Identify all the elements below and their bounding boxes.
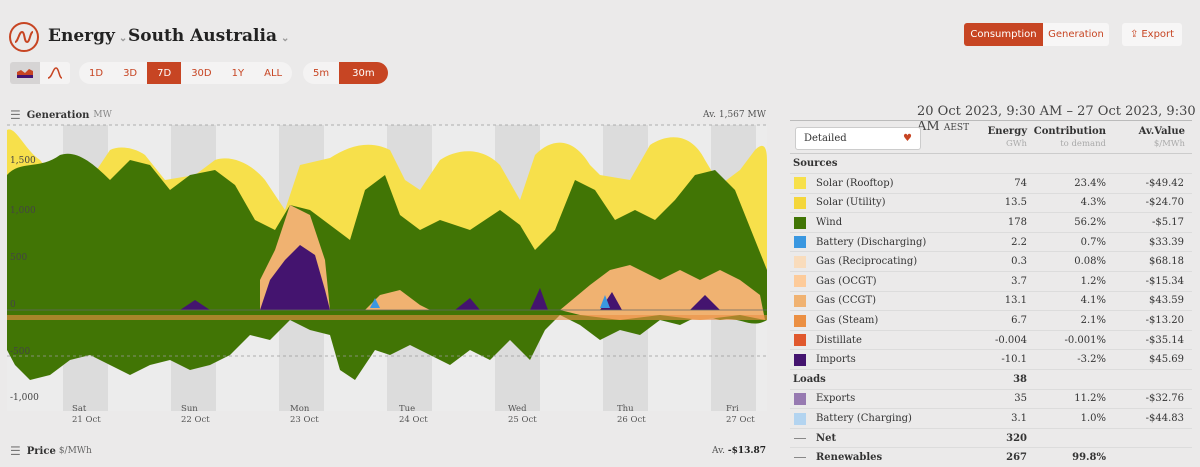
legend-swatch <box>794 255 806 268</box>
sources-label: Sources <box>790 154 1192 175</box>
chevron-down-icon: ⌄ <box>118 33 128 44</box>
table-row[interactable]: Gas (Reciprocating) 0.3 0.08% $68.18 <box>790 251 1192 273</box>
generation-chart[interactable] <box>0 120 770 420</box>
table-divider <box>790 153 1192 154</box>
col-contribution-header: Contribution to demand <box>1033 126 1106 149</box>
table-row[interactable]: Exports 35 11.2% -$32.76 <box>790 389 1192 410</box>
renewables-row: Renewables 267 99.8% <box>790 447 1192 467</box>
table-row[interactable]: Imports -10.1 -3.2% $45.69 <box>790 349 1192 371</box>
date-range: 20 Oct 2023, 9:30 AM – 27 Oct 2023, 9:30… <box>917 104 1196 134</box>
region-selector[interactable]: South Australia ⌄ <box>128 26 289 46</box>
legend-swatch <box>794 236 806 249</box>
y-tick-1000: 1,000 <box>10 206 36 216</box>
hamburger-icon[interactable]: ☰ <box>10 444 21 458</box>
legend-swatch <box>794 216 806 229</box>
price-title: Price <box>26 445 56 457</box>
renewables-line-icon <box>794 457 806 459</box>
area-chart-icon <box>17 69 33 78</box>
net-line-icon <box>794 437 806 439</box>
legend-swatch <box>794 412 806 425</box>
line-chart-toggle[interactable] <box>40 62 70 84</box>
legend-swatch <box>794 353 806 366</box>
range-3d[interactable]: 3D <box>123 67 138 79</box>
sources-header-row: Sources <box>790 154 1192 175</box>
x-tick-tue: Tue 24 Oct <box>399 404 428 425</box>
export-label: Export <box>1141 29 1175 40</box>
app-logo[interactable] <box>9 22 39 52</box>
legend-swatch <box>794 177 806 190</box>
energy-selector[interactable]: Energy ⌄ <box>48 26 127 46</box>
generation-unit: MW <box>93 110 112 120</box>
export-button[interactable]: ⇪ Export <box>1122 23 1182 46</box>
range-1y[interactable]: 1Y <box>231 67 245 79</box>
heart-chevron-icon: ♥ <box>903 133 912 144</box>
region-label: South Australia <box>128 26 277 46</box>
interval-selector[interactable]: 5m 30m <box>303 62 388 84</box>
legend-swatch <box>794 275 806 288</box>
y-tick-minus500: -500 <box>10 347 31 357</box>
net-label: Net <box>816 428 986 449</box>
consumption-button[interactable]: Consumption <box>964 23 1043 46</box>
table-row[interactable]: Solar (Utility) 13.5 4.3% -$24.70 <box>790 193 1192 214</box>
table-row[interactable]: Solar (Rooftop) 74 23.4% -$49.42 <box>790 173 1192 194</box>
legend-swatch <box>794 294 806 307</box>
table-row[interactable]: Battery (Charging) 3.1 1.0% -$44.83 <box>790 408 1192 429</box>
x-tick-fri: Fri 27 Oct <box>726 404 755 425</box>
x-tick-mon: Mon 23 Oct <box>290 404 319 425</box>
range-7d[interactable]: 7D <box>147 62 182 84</box>
table-row[interactable]: Distillate -0.004 -0.001% -$35.14 <box>790 330 1192 351</box>
interval-5m[interactable]: 5m <box>313 67 330 79</box>
loads-energy: 38 <box>986 369 1027 390</box>
hamburger-icon[interactable]: ☰ <box>10 108 21 122</box>
table-row[interactable]: Gas (OCGT) 3.7 1.2% -$15.34 <box>790 271 1192 292</box>
price-average: Av. -$13.87 <box>712 446 767 456</box>
loads-header-row: Loads 38 <box>790 369 1192 390</box>
share-icon: ⇪ <box>1129 29 1139 40</box>
line-chart-icon <box>47 67 63 79</box>
summary-table: Sources Solar (Rooftop) 74 23.4% -$49.42 So… <box>790 154 1192 467</box>
energy-label: Energy <box>48 26 115 46</box>
legend-swatch <box>794 392 806 405</box>
renewables-energy: 267 <box>986 447 1027 467</box>
y-tick-500: 500 <box>10 253 28 263</box>
view-select-label: Detailed <box>804 133 847 144</box>
table-row[interactable]: Battery (Discharging) 2.2 0.7% $33.39 <box>790 232 1192 253</box>
y-tick-minus1000: -1,000 <box>10 393 39 403</box>
range-selector[interactable]: 1D 3D 7D 30D 1Y ALL <box>79 62 293 84</box>
x-tick-thu: Thu 26 Oct <box>617 404 646 425</box>
net-row: Net 320 <box>790 428 1192 449</box>
x-tick-sun: Sun 22 Oct <box>181 404 210 425</box>
generation-average: Av. 1,567 MW <box>703 110 766 120</box>
loads-label: Loads <box>790 369 986 390</box>
logo-wave-icon <box>14 30 34 44</box>
col-value-header: Av.Value $/MWh <box>1138 126 1185 149</box>
renewables-label: Renewables <box>816 447 986 467</box>
table-row[interactable]: Gas (CCGT) 13.1 4.1% $43.59 <box>790 291 1192 312</box>
legend-swatch <box>794 196 806 209</box>
summary-divider <box>790 120 1192 121</box>
generation-button[interactable]: Generation <box>1043 23 1109 46</box>
range-1d[interactable]: 1D <box>89 67 104 79</box>
interval-30m[interactable]: 30m <box>339 62 388 84</box>
x-tick-wed: Wed 25 Oct <box>508 404 537 425</box>
net-energy: 320 <box>986 428 1027 449</box>
legend-swatch <box>794 334 806 347</box>
legend-swatch <box>794 314 806 327</box>
y-tick-0: 0 <box>10 300 16 310</box>
range-all[interactable]: ALL <box>264 67 283 79</box>
generation-title: Generation <box>26 109 90 121</box>
table-row[interactable]: Gas (Steam) 6.7 2.1% -$13.20 <box>790 310 1192 331</box>
renewables-contribution: 99.8% <box>1027 447 1106 467</box>
chevron-down-icon: ⌄ <box>280 33 290 44</box>
generation-header: ☰ Generation MW <box>10 108 112 122</box>
view-select[interactable]: Detailed ♥ <box>795 127 921 150</box>
col-energy-header: Energy GWh <box>987 126 1027 149</box>
x-tick-sat: Sat 21 Oct <box>72 404 101 425</box>
y-tick-1500: 1,500 <box>10 156 36 166</box>
price-header: ☰ Price $/MWh <box>10 444 92 458</box>
price-unit: $/MWh <box>58 446 92 456</box>
table-row[interactable]: Wind 178 56.2% -$5.17 <box>790 212 1192 233</box>
range-30d[interactable]: 30D <box>191 67 212 79</box>
area-chart-toggle[interactable] <box>10 62 40 84</box>
